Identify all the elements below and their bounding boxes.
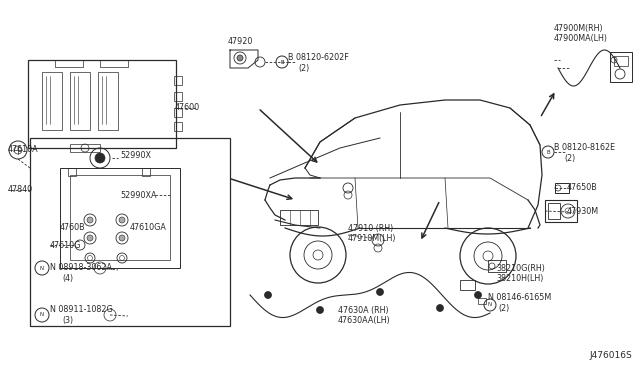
Text: N 08918-3062A: N 08918-3062A: [50, 263, 112, 273]
Text: 47910 (RH): 47910 (RH): [348, 224, 393, 232]
Text: B 08120-6202F: B 08120-6202F: [288, 54, 349, 62]
Text: (2): (2): [298, 64, 309, 73]
Text: N: N: [40, 312, 44, 317]
Text: 4760B: 4760B: [60, 222, 86, 231]
Bar: [488, 260, 506, 272]
Bar: [60, 168, 180, 268]
Circle shape: [264, 292, 271, 298]
Text: 47840: 47840: [8, 186, 33, 195]
Bar: [174, 108, 182, 117]
Bar: [70, 175, 170, 260]
Text: 38210G(RH): 38210G(RH): [496, 263, 545, 273]
Bar: [30, 138, 230, 326]
Text: 47900MA(LH): 47900MA(LH): [554, 33, 608, 42]
Circle shape: [95, 153, 105, 163]
Text: (3): (3): [62, 315, 73, 324]
Text: 47610GA: 47610GA: [130, 222, 167, 231]
Bar: [70, 144, 100, 152]
Text: B: B: [546, 150, 550, 154]
Text: 47630AA(LH): 47630AA(LH): [338, 315, 391, 324]
Circle shape: [87, 235, 93, 241]
Text: (2): (2): [498, 304, 509, 312]
Text: B: B: [280, 60, 284, 64]
Text: 47910M(LH): 47910M(LH): [348, 234, 397, 243]
Bar: [98, 72, 118, 130]
Circle shape: [376, 289, 383, 295]
Bar: [55, 60, 83, 67]
Text: J476016S: J476016S: [589, 351, 632, 360]
Text: N: N: [488, 302, 492, 308]
Bar: [100, 60, 128, 67]
Bar: [70, 72, 90, 130]
Bar: [42, 72, 62, 130]
Text: 47920: 47920: [228, 38, 253, 46]
Circle shape: [87, 217, 93, 223]
Bar: [28, 60, 176, 148]
Text: B 08120-8162E: B 08120-8162E: [554, 144, 615, 153]
Text: 47600: 47600: [175, 103, 200, 112]
Text: N: N: [40, 266, 44, 270]
Bar: [174, 92, 182, 101]
Bar: [555, 183, 569, 193]
Bar: [460, 280, 475, 290]
Text: 47900M(RH): 47900M(RH): [554, 23, 604, 32]
Text: 47610G: 47610G: [50, 241, 81, 250]
Bar: [280, 210, 318, 225]
Text: N 08146-6165M: N 08146-6165M: [488, 294, 551, 302]
Bar: [174, 122, 182, 131]
Text: (4): (4): [62, 273, 73, 282]
Bar: [174, 76, 182, 85]
Bar: [610, 52, 632, 82]
Text: 47650B: 47650B: [567, 183, 598, 192]
Text: 38210H(LH): 38210H(LH): [496, 273, 543, 282]
Bar: [545, 200, 577, 222]
Text: 47930M: 47930M: [567, 208, 599, 217]
Circle shape: [119, 235, 125, 241]
Text: 52990X: 52990X: [120, 151, 151, 160]
Bar: [548, 203, 560, 219]
Circle shape: [237, 55, 243, 61]
Text: 47630A (RH): 47630A (RH): [338, 305, 388, 314]
Circle shape: [474, 292, 481, 298]
Circle shape: [436, 305, 444, 311]
Circle shape: [119, 217, 125, 223]
Text: N 08911-1082G: N 08911-1082G: [50, 305, 113, 314]
Circle shape: [317, 307, 323, 314]
Text: 52990XA: 52990XA: [120, 190, 157, 199]
Bar: [68, 168, 76, 176]
Bar: [142, 168, 150, 176]
Text: 47610A: 47610A: [8, 145, 38, 154]
Bar: [478, 298, 486, 304]
Text: (2): (2): [564, 154, 575, 163]
Bar: [614, 56, 628, 66]
